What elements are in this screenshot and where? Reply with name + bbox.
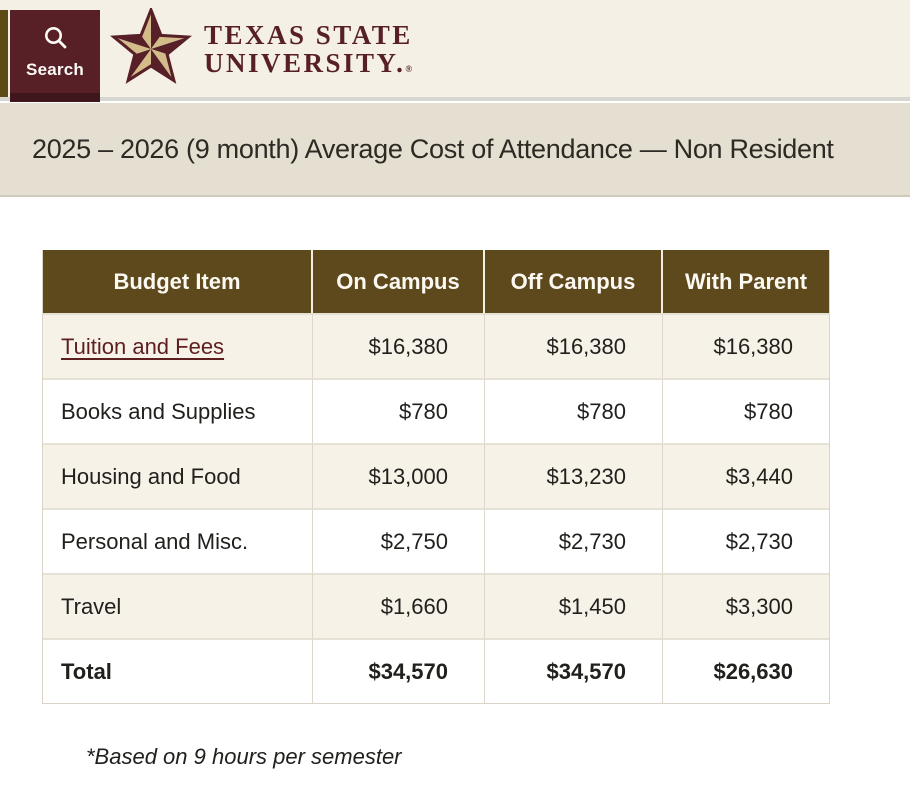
search-button[interactable]: Search — [10, 10, 100, 93]
table-header-row: Budget Item On Campus Off Campus With Pa… — [43, 250, 829, 313]
star-icon — [110, 8, 192, 90]
search-icon — [42, 24, 69, 54]
cell-value: $1,660 — [313, 573, 485, 638]
accent-strip — [0, 10, 8, 97]
table-row-travel: Travel $1,660 $1,450 $3,300 — [43, 573, 829, 638]
cell-value: $1,450 — [485, 573, 663, 638]
title-bar: 2025 – 2026 (9 month) Average Cost of At… — [0, 103, 910, 197]
footnote: *Based on 9 hours per semester — [86, 744, 402, 769]
row-label: Personal and Misc. — [43, 508, 313, 573]
content-area: Budget Item On Campus Off Campus With Pa… — [0, 197, 910, 770]
university-logo[interactable]: TEXAS STATE UNIVERSITY.® — [110, 8, 413, 90]
logo-text: TEXAS STATE UNIVERSITY.® — [204, 21, 413, 83]
logo-line1: TEXAS STATE — [204, 20, 413, 50]
cell-value: $780 — [663, 378, 829, 443]
cell-value: $16,380 — [485, 313, 663, 378]
registered-mark: ® — [405, 64, 413, 74]
col-header-on-campus: On Campus — [313, 250, 485, 313]
site-header: Search TEXAS STATE UNIVERSITY.® — [0, 0, 910, 102]
cell-value: $3,300 — [663, 573, 829, 638]
cell-value: $16,380 — [663, 313, 829, 378]
page-title: 2025 – 2026 (9 month) Average Cost of At… — [32, 133, 834, 164]
row-label: Books and Supplies — [43, 378, 313, 443]
cell-value: $3,440 — [663, 443, 829, 508]
search-button-shadow — [10, 93, 100, 102]
table-row-tuition: Tuition and Fees $16,380 $16,380 $16,380 — [43, 313, 829, 378]
col-header-with-parent: With Parent — [663, 250, 829, 313]
row-label: Travel — [43, 573, 313, 638]
table-row-total: Total $34,570 $34,570 $26,630 — [43, 638, 829, 703]
row-label: Total — [43, 638, 313, 703]
row-label: Housing and Food — [43, 443, 313, 508]
table-row-books: Books and Supplies $780 $780 $780 — [43, 378, 829, 443]
tuition-and-fees-link[interactable]: Tuition and Fees — [61, 333, 225, 359]
cell-value: $780 — [485, 378, 663, 443]
search-button-label: Search — [26, 59, 84, 79]
cost-of-attendance-table: Budget Item On Campus Off Campus With Pa… — [42, 250, 830, 704]
table-row-housing: Housing and Food $13,000 $13,230 $3,440 — [43, 443, 829, 508]
row-label: Tuition and Fees — [43, 313, 313, 378]
cell-value: $13,230 — [485, 443, 663, 508]
cell-value: $2,730 — [485, 508, 663, 573]
logo-line2: UNIVERSITY.® — [204, 48, 413, 78]
cell-value: $34,570 — [485, 638, 663, 703]
cell-value: $16,380 — [313, 313, 485, 378]
cell-value: $2,730 — [663, 508, 829, 573]
cell-value: $13,000 — [313, 443, 485, 508]
cell-value: $26,630 — [663, 638, 829, 703]
col-header-budget-item: Budget Item — [43, 250, 313, 313]
table-row-personal: Personal and Misc. $2,750 $2,730 $2,730 — [43, 508, 829, 573]
cell-value: $34,570 — [313, 638, 485, 703]
col-header-off-campus: Off Campus — [485, 250, 663, 313]
cell-value: $2,750 — [313, 508, 485, 573]
cell-value: $780 — [313, 378, 485, 443]
